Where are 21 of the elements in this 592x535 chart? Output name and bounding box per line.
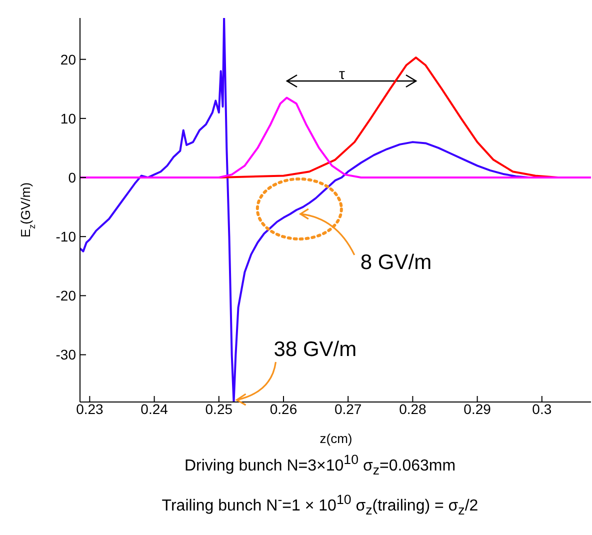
y-tick-label: -30	[56, 346, 76, 363]
x-tick-label: 0.24	[140, 400, 168, 417]
x-tick-label: 0.27	[334, 400, 362, 417]
x-tick-label: 0.26	[270, 400, 298, 417]
x-tick-label: 0.23	[76, 400, 104, 417]
x-axis-title: z(cm)	[318, 430, 354, 448]
annotation: τ	[339, 66, 346, 83]
annotation: 38 GV/m	[274, 338, 357, 361]
x-tick-label: 0.3	[532, 400, 552, 417]
x-tick-label: 0.29	[464, 400, 492, 417]
text: Trailing bunch N$^{-}$=1 × 10$^{10}$ σ$_{z}$(trailing) = σ$_{z}$/2	[162, 492, 478, 518]
y-tick-label: 10	[60, 110, 76, 126]
y-tick-label: -10	[56, 228, 76, 245]
x-tick-label: 0.25	[205, 400, 233, 417]
y-tick-label: 0	[68, 169, 76, 186]
x-tick-label: 0.28	[399, 400, 427, 417]
y-tick-label: -20	[56, 288, 76, 304]
text: Driving bunch N=3×10$^{10}$ σ$_{z}$=0.063mm	[183, 452, 457, 478]
line-series	[80, 96, 591, 179]
annotation: 8 GV/m	[360, 250, 432, 274]
y-tick-label: 20	[60, 51, 76, 68]
